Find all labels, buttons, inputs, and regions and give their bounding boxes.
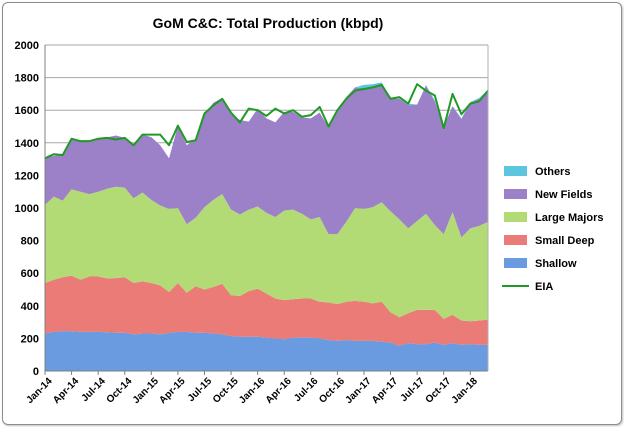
- x-tick-label-jul-17: Jul-17: [399, 376, 428, 405]
- y-tick-label-2000: 2000: [15, 40, 39, 52]
- x-tick-label-jul-14: Jul-14: [80, 376, 109, 405]
- series-lines: [44, 83, 489, 160]
- legend-swatch-shallow: [504, 258, 527, 268]
- x-tick-label-apr-14: Apr-14: [51, 376, 81, 406]
- legend-swatch-others: [504, 166, 527, 176]
- x-tick-label-oct-17: Oct-17: [424, 376, 454, 406]
- x-tick-label-jul-15: Jul-15: [186, 376, 215, 405]
- legend-label-shallow: Shallow: [535, 258, 577, 270]
- area-large-majors: [45, 186, 488, 322]
- legend-swatch-small-deep: [504, 235, 527, 245]
- legend-label-small-deep: Small Deep: [535, 235, 595, 247]
- y-tick-label-1000: 1000: [15, 203, 39, 215]
- axes: [44, 45, 489, 372]
- legend-swatch-new-fields: [504, 189, 527, 199]
- x-tick-label-jan-16: Jan-16: [237, 376, 267, 406]
- x-tick-label-oct-16: Oct-16: [317, 376, 347, 406]
- x-tick-label-jul-16: Jul-16: [292, 376, 321, 405]
- line-eia: [44, 83, 489, 160]
- x-tick-label-apr-17: Apr-17: [370, 376, 400, 406]
- legend: Others New Fields Large Majors Small Deep Sh…: [502, 166, 603, 293]
- y-tick-label-200: 200: [21, 333, 39, 345]
- y-tick-label-1200: 1200: [15, 170, 39, 182]
- x-tick-label-apr-15: Apr-15: [157, 376, 187, 406]
- y-tick-label-600: 600: [21, 268, 39, 280]
- area-small-deep: [45, 275, 488, 346]
- legend-label-others: Others: [535, 166, 570, 178]
- stacked-areas: [45, 82, 488, 371]
- x-tick-label-jan-18: Jan-18: [450, 376, 480, 406]
- y-tick-label-400: 400: [21, 301, 39, 313]
- x-tick-label-apr-16: Apr-16: [264, 376, 294, 406]
- y-tick-label-800: 800: [21, 236, 39, 248]
- chart-title: GoM C&C: Total Production (kbpd): [153, 15, 384, 31]
- x-tick-label-jan-15: Jan-15: [131, 376, 161, 406]
- legend-label-large-majors: Large Majors: [535, 212, 603, 224]
- legend-label-eia: EIA: [535, 281, 553, 293]
- x-tick-label-jan-14: Jan-14: [24, 376, 54, 406]
- y-tick-label-1800: 1800: [15, 73, 39, 85]
- x-tick-label-oct-15: Oct-15: [211, 376, 241, 406]
- area-shallow: [45, 331, 488, 371]
- y-tick-label-1400: 1400: [15, 138, 39, 150]
- legend-swatch-large-majors: [504, 212, 527, 222]
- legend-label-new-fields: New Fields: [535, 189, 592, 201]
- area-new-fields: [45, 84, 488, 238]
- y-tick-label-1600: 1600: [15, 105, 39, 117]
- y-tick-label-0: 0: [33, 366, 39, 378]
- y-axis-ticks: 0 200 400 600 800 1000 1200 1400 1600 1800 2000: [15, 40, 39, 378]
- x-axis-ticks: Jan-14Apr-14Jul-14Oct-14Jan-15Apr-15Jul-…: [24, 371, 480, 406]
- x-tick-label-jan-17: Jan-17: [343, 376, 373, 406]
- x-tick-label-oct-14: Oct-14: [105, 376, 135, 406]
